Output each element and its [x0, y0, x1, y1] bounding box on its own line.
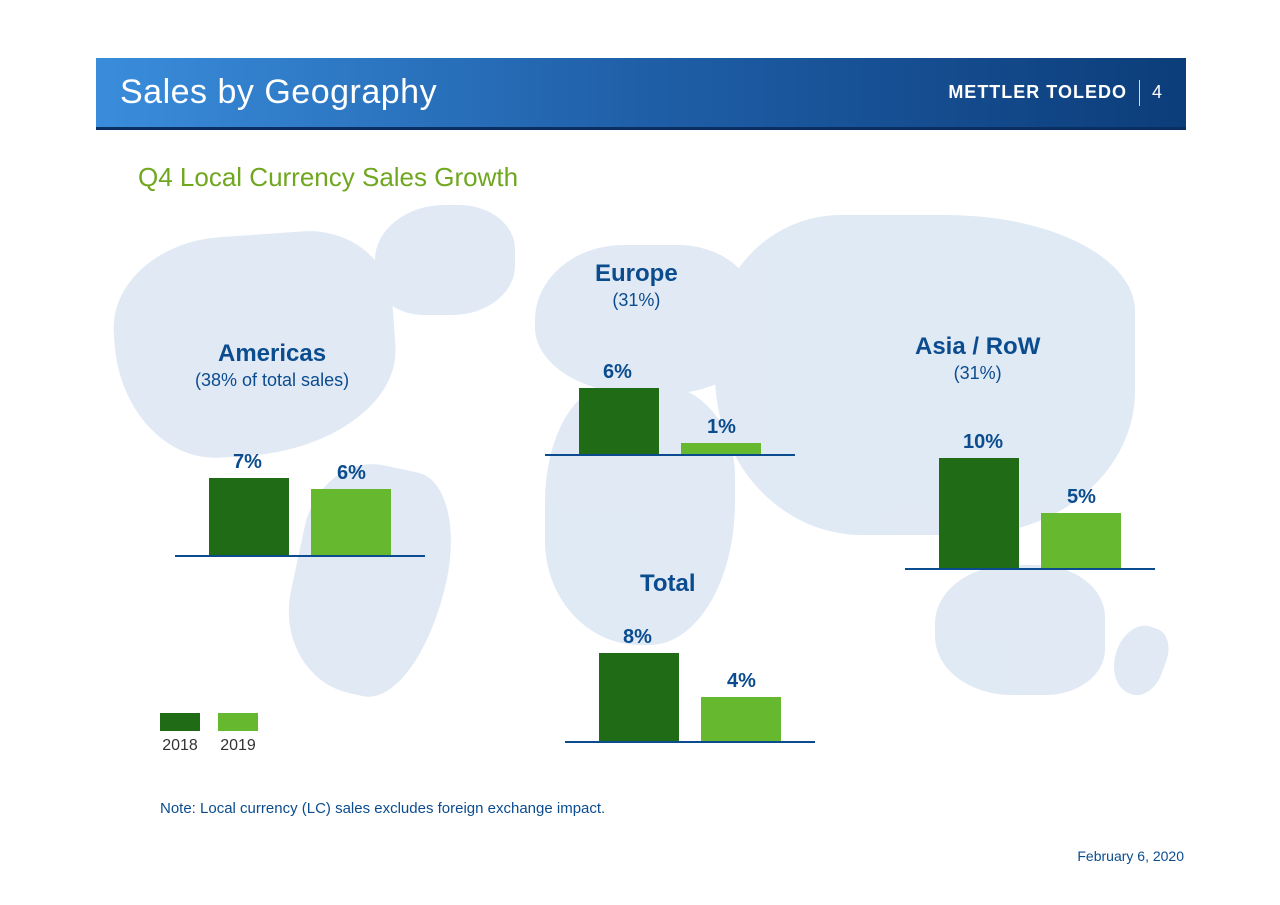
legend-label-2018: 2018: [162, 737, 198, 755]
legend-label-2019: 2019: [220, 737, 256, 755]
legend: 2018 2019: [160, 713, 258, 755]
char-chart-europe: 6% 1%: [545, 360, 795, 456]
legend-swatch-2019: [218, 713, 258, 731]
bar-label-2018: 7%: [233, 451, 262, 474]
brand-box: METTLER TOLEDO 4: [948, 80, 1162, 106]
chart-axis: [565, 741, 815, 743]
char-chart-asia: 10% 5%: [905, 430, 1155, 570]
bar-label-2018: 10%: [963, 431, 1003, 454]
region-subtitle: (31%): [915, 363, 1040, 384]
bar-2019: [681, 443, 761, 454]
bar-2018: [939, 458, 1019, 568]
legend-item-2018: 2018: [160, 713, 200, 755]
chart-axis: [905, 568, 1155, 570]
slide-date: February 6, 2020: [1077, 848, 1184, 864]
region-total-title: Total: [640, 570, 696, 598]
bar-label-2018: 6%: [603, 361, 632, 384]
bar-2018: [209, 478, 289, 555]
region-title: Europe: [595, 260, 678, 288]
bar-label-2019: 5%: [1067, 486, 1096, 509]
bar-2018: [579, 388, 659, 454]
brand-name: METTLER TOLEDO: [948, 82, 1127, 103]
bar-label-2019: 6%: [337, 462, 366, 485]
char-chart-americas: 7% 6%: [175, 450, 425, 557]
brand-divider: [1139, 80, 1140, 106]
region-subtitle: (38% of total sales): [195, 370, 349, 391]
char-chart-total: 8% 4%: [565, 625, 815, 743]
region-europe-title: Europe(31%): [595, 260, 678, 311]
bar-label-2019: 4%: [727, 670, 756, 693]
chart-axis: [175, 555, 425, 557]
slide-title: Sales by Geography: [120, 73, 948, 112]
region-subtitle: (31%): [595, 290, 678, 311]
map-area: Americas(38% of total sales)7%6%Europe(3…: [115, 205, 1175, 745]
legend-swatch-2018: [160, 713, 200, 731]
chart-axis: [545, 454, 795, 456]
bar-2019: [311, 489, 391, 555]
bar-2019: [1041, 513, 1121, 568]
bar-label-2018: 8%: [623, 626, 652, 649]
legend-item-2019: 2019: [218, 713, 258, 755]
slide: Sales by Geography METTLER TOLEDO 4 Q4 L…: [0, 0, 1280, 905]
map-shape: [1105, 619, 1176, 702]
map-shape: [935, 565, 1105, 695]
bar-2018: [599, 653, 679, 741]
map-shape: [375, 205, 515, 315]
region-title: Asia / RoW: [915, 333, 1040, 361]
page-number: 4: [1152, 82, 1162, 103]
footnote: Note: Local currency (LC) sales excludes…: [160, 800, 605, 817]
region-title: Americas: [195, 340, 349, 368]
region-title: Total: [640, 570, 696, 598]
region-asia-title: Asia / RoW(31%): [915, 333, 1040, 384]
bar-2019: [701, 697, 781, 741]
region-americas-title: Americas(38% of total sales): [195, 340, 349, 391]
subtitle: Q4 Local Currency Sales Growth: [138, 162, 518, 193]
bar-label-2019: 1%: [707, 416, 736, 439]
title-bar: Sales by Geography METTLER TOLEDO 4: [96, 58, 1186, 130]
